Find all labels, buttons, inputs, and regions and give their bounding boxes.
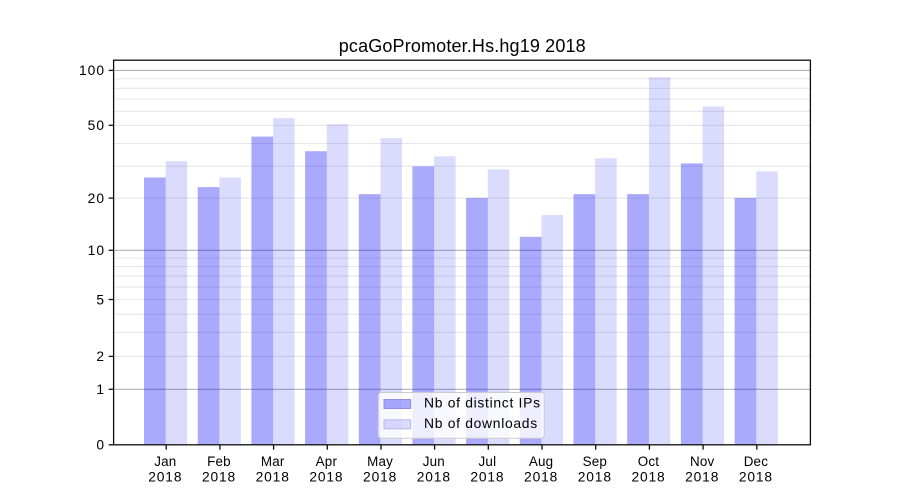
svg-text:Nb of downloads: Nb of downloads — [424, 415, 538, 431]
svg-text:Jan: Jan — [154, 454, 176, 469]
svg-text:5: 5 — [96, 292, 105, 307]
svg-text:10: 10 — [88, 243, 105, 258]
svg-text:2018: 2018 — [685, 470, 719, 485]
svg-text:2018: 2018 — [202, 470, 236, 485]
svg-text:2018: 2018 — [363, 470, 397, 485]
svg-text:20: 20 — [88, 191, 105, 206]
svg-text:pcaGoPromoter.Hs.hg19 2018: pcaGoPromoter.Hs.hg19 2018 — [339, 36, 586, 56]
svg-text:Mar: Mar — [261, 454, 285, 469]
svg-text:Sep: Sep — [583, 454, 607, 469]
svg-text:Aug: Aug — [529, 454, 553, 469]
svg-text:2018: 2018 — [256, 470, 290, 485]
svg-text:Feb: Feb — [207, 454, 231, 469]
svg-text:Jun: Jun — [423, 454, 445, 469]
svg-text:Nb of distinct IPs: Nb of distinct IPs — [424, 395, 541, 411]
svg-text:Dec: Dec — [744, 454, 769, 469]
svg-text:50: 50 — [88, 118, 105, 133]
svg-text:Apr: Apr — [316, 454, 338, 469]
svg-text:Oct: Oct — [638, 454, 660, 469]
svg-text:2018: 2018 — [631, 470, 665, 485]
svg-text:May: May — [367, 454, 393, 469]
svg-text:2018: 2018 — [739, 470, 773, 485]
svg-text:2018: 2018 — [417, 470, 451, 485]
svg-text:2018: 2018 — [148, 470, 182, 485]
svg-text:1: 1 — [96, 382, 105, 397]
svg-text:2018: 2018 — [309, 470, 343, 485]
svg-text:2018: 2018 — [578, 470, 612, 485]
svg-text:Nov: Nov — [690, 454, 715, 469]
svg-text:2018: 2018 — [470, 470, 504, 485]
svg-text:2018: 2018 — [524, 470, 558, 485]
svg-text:Jul: Jul — [479, 454, 497, 469]
svg-text:2: 2 — [96, 349, 105, 364]
svg-text:0: 0 — [96, 438, 105, 453]
svg-text:100: 100 — [79, 63, 105, 78]
